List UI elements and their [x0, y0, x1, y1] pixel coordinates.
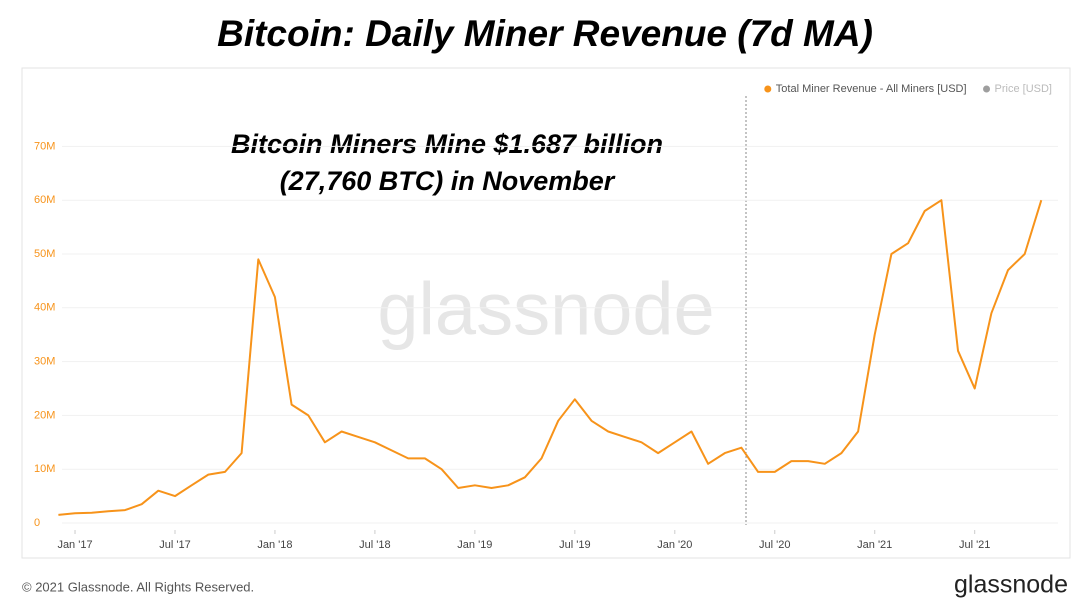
series-line — [58, 199, 1043, 516]
x-tick-label: Jan '19 — [457, 539, 492, 551]
x-tick-label: Jul '19 — [559, 539, 590, 551]
footer: © 2021 Glassnode. All Rights Reserved. — [22, 579, 254, 594]
x-tick-label: Jul '18 — [359, 539, 390, 551]
y-tick-label: 10M — [34, 463, 55, 475]
y-tick-label: 20M — [34, 409, 55, 421]
x-tick-label: Jul '20 — [759, 539, 790, 551]
chart-title: Bitcoin: Daily Miner Revenue (7d MA) — [217, 13, 873, 54]
x-tick-label: Jan '21 — [857, 539, 892, 551]
y-tick-label: 30M — [34, 356, 55, 368]
y-tick-label: 40M — [34, 302, 55, 314]
x-tick-label: Jul '21 — [959, 539, 990, 551]
y-tick-label: 50M — [34, 248, 55, 260]
y-tick-label: 70M — [34, 140, 55, 152]
annotation: Bitcoin Miners Mine $1.687 billion — [231, 129, 663, 159]
legend-marker — [983, 85, 991, 93]
x-tick-label: Jan '18 — [257, 539, 292, 551]
x-tick-label: Jan '20 — [657, 539, 692, 551]
legend-marker — [764, 85, 772, 93]
logo: glassnode — [954, 571, 1068, 599]
panel — [21, 67, 1071, 559]
legend-label: Price [USD] — [995, 83, 1052, 95]
x-tick-label: Jan '17 — [57, 539, 92, 551]
annotation: (27,760 BTC) in November — [280, 166, 616, 196]
x-tick-label: Jul '17 — [159, 539, 190, 551]
y-tick-label: 60M — [34, 194, 55, 206]
legend-label: Total Miner Revenue - All Miners [USD] — [776, 83, 967, 95]
watermark: glassnode — [377, 268, 714, 351]
y-tick-label: 0 — [34, 517, 40, 529]
